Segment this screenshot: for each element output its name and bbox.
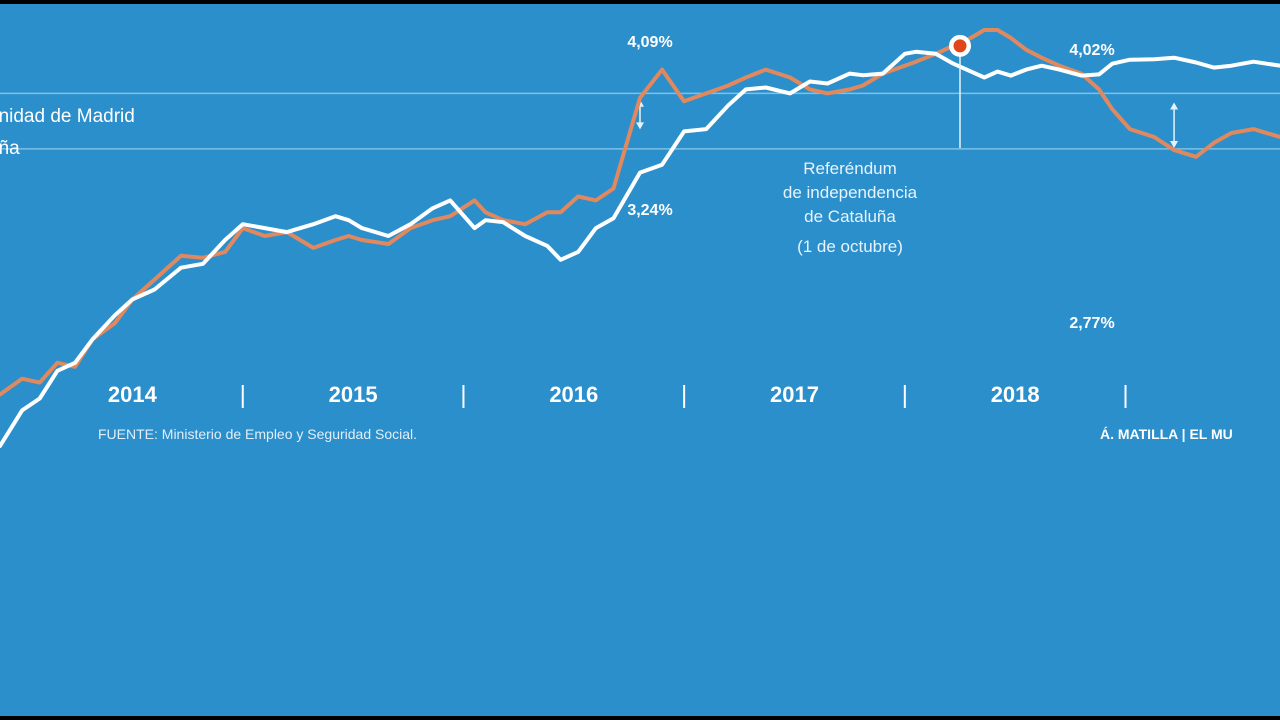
legend-cataluna: uña	[0, 138, 20, 159]
credit: Á. MATILLA | EL MU	[1100, 426, 1233, 442]
line-chart: 2014 2015 2016 2017 2018 unidad de Madrid uñ…	[0, 28, 1280, 448]
annotation-label: 4,02%	[1069, 42, 1114, 59]
x-tick-label: 2015	[329, 382, 378, 407]
legend-madrid: unidad de Madrid	[0, 106, 135, 127]
x-tick-label: 2017	[770, 382, 819, 407]
event-note-line: de Cataluña	[804, 207, 896, 226]
chart-panel: 2014 2015 2016 2017 2018 unidad de Madrid uñ…	[0, 4, 1280, 716]
series-line	[0, 49, 1280, 448]
series-line	[0, 28, 1280, 397]
source-note: FUENTE: Ministerio de Empleo y Seguridad…	[98, 426, 417, 442]
event-note-line: Referéndum	[803, 159, 897, 178]
event-note-line: (1 de octubre)	[797, 237, 903, 256]
x-tick-label: 2014	[108, 382, 158, 407]
annotation-label: 4,09%	[627, 34, 672, 51]
event-note-line: de independencia	[783, 183, 918, 202]
x-tick-label: 2016	[549, 382, 598, 407]
annotation-label: 3,24%	[627, 202, 672, 219]
annotation-label: 2,77%	[1069, 315, 1114, 332]
arrowhead	[636, 122, 644, 130]
arrowhead	[1170, 102, 1179, 110]
x-tick-label: 2018	[991, 382, 1040, 407]
event-marker	[953, 39, 967, 53]
arrowhead	[1170, 141, 1179, 149]
